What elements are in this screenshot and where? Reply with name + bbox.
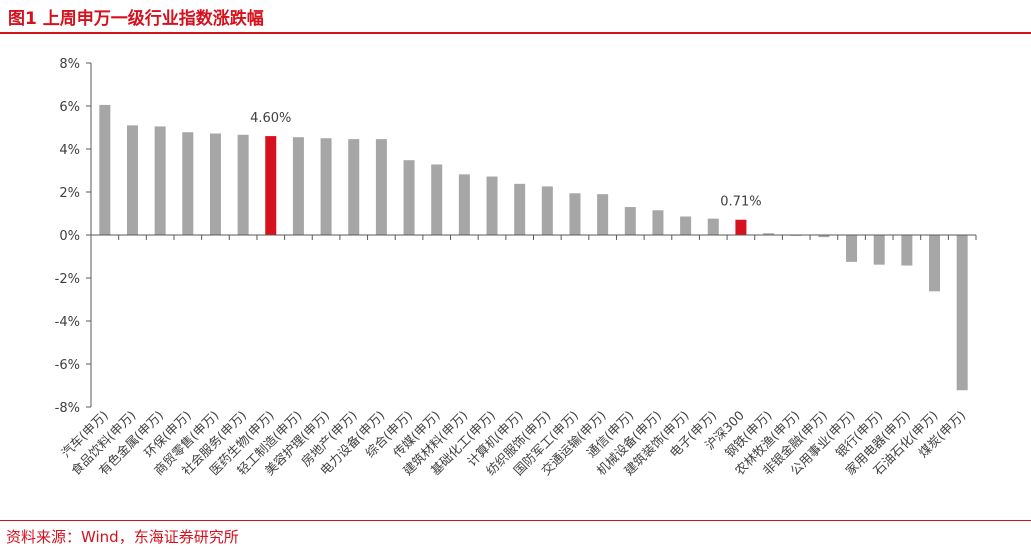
- bar-24: [763, 233, 775, 235]
- y-tick-label: 0%: [59, 229, 80, 244]
- bar-chart: 8%6%4%2%0%-2%-4%-6%-8%汽车(申万)食品饮料(申万)有色金属…: [55, 57, 977, 478]
- bar-5: [237, 134, 249, 235]
- bar-3: [182, 132, 194, 235]
- bar-30: [929, 235, 941, 292]
- bar-0: [99, 104, 111, 235]
- bar-4: [209, 133, 221, 235]
- bar-6: [265, 136, 277, 235]
- bar-31: [956, 235, 968, 391]
- y-tick-label: -8%: [55, 401, 80, 416]
- bar-8: [320, 138, 332, 235]
- source-note: 资料来源：Wind，东海证券研究所: [6, 528, 239, 546]
- y-tick-label: -6%: [55, 358, 80, 373]
- bar-15: [514, 183, 526, 235]
- y-tick-label: 4%: [59, 143, 80, 158]
- y-tick-label: 8%: [59, 57, 80, 72]
- figure-title: 图1 上周申万一级行业指数涨跌幅: [8, 9, 264, 29]
- bar-26: [818, 235, 830, 238]
- bar-23: [735, 219, 747, 235]
- y-tick-label: -2%: [55, 272, 80, 287]
- bar-18: [597, 194, 609, 235]
- bar-7: [292, 137, 304, 235]
- bar-19: [624, 207, 636, 235]
- y-tick-label: 6%: [59, 100, 80, 115]
- bar-29: [901, 235, 913, 266]
- bar-21: [680, 216, 692, 235]
- bar-22: [707, 218, 719, 235]
- y-tick-label: 2%: [59, 186, 80, 201]
- data-label: 0.71%: [720, 195, 761, 210]
- bar-27: [846, 235, 858, 262]
- bar-9: [348, 139, 360, 235]
- bar-20: [652, 210, 664, 235]
- bar-1: [126, 125, 138, 235]
- bar-16: [541, 186, 553, 235]
- bar-13: [458, 174, 470, 235]
- bar-28: [873, 235, 885, 265]
- bar-12: [431, 164, 443, 235]
- data-label: 4.60%: [250, 111, 291, 126]
- bar-11: [403, 160, 415, 235]
- title-divider: [0, 32, 1031, 34]
- bar-17: [569, 193, 581, 235]
- y-tick-label: -4%: [55, 315, 80, 330]
- bar-2: [154, 126, 166, 235]
- bar-14: [486, 176, 498, 235]
- source-divider: [0, 520, 1031, 521]
- bar-10: [375, 139, 387, 235]
